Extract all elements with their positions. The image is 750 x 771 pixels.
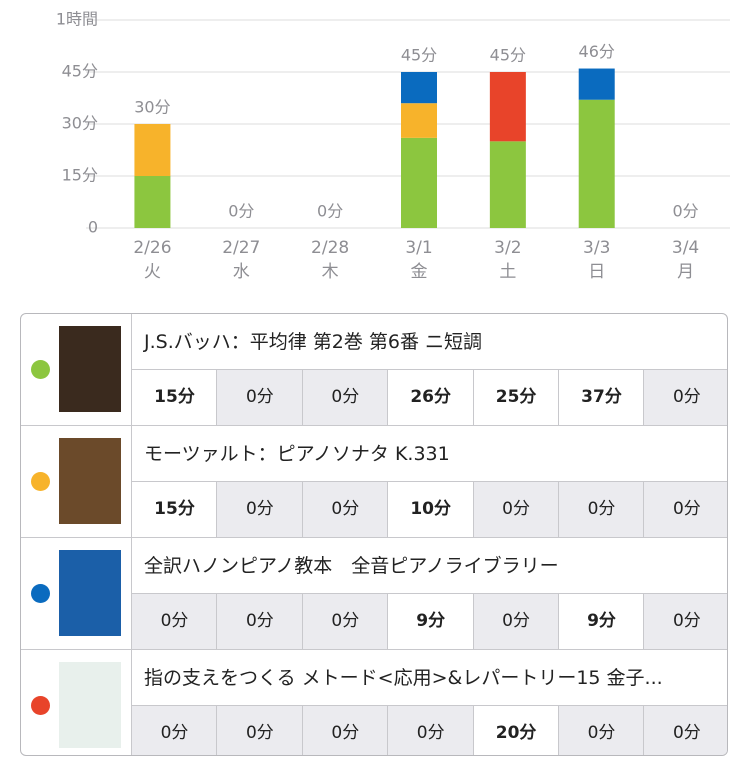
color-dot <box>31 584 50 603</box>
minutes-cell: 0分 <box>216 706 303 755</box>
minutes-cell: 20分 <box>472 706 559 755</box>
minutes-cell: 0分 <box>301 706 388 755</box>
y-tick-label: 1時間 <box>56 10 98 29</box>
thumbnail <box>59 550 121 636</box>
weekday-label: 木 <box>322 262 339 282</box>
minutes-cell: 0分 <box>643 482 727 537</box>
x-tick-label: 2/28 <box>311 238 349 258</box>
minutes-cell: 0分 <box>131 706 217 755</box>
minutes-cell: 0分 <box>216 594 303 649</box>
bar-segment <box>489 141 526 228</box>
x-tick-label: 3/1 <box>405 238 432 258</box>
weekday-label: 土 <box>499 262 516 282</box>
x-tick-label: 2/26 <box>133 238 171 258</box>
minutes-cell: 0分 <box>301 482 388 537</box>
weekday-label: 金 <box>411 262 428 282</box>
minutes-cell: 0分 <box>643 594 727 649</box>
minutes-cell: 0分 <box>301 370 388 425</box>
minutes-cell: 0分 <box>643 706 727 755</box>
color-dot <box>31 472 50 491</box>
minutes-cell: 26分 <box>387 370 474 425</box>
piece-title: 指の支えをつくる メトード<応用>&レパートリー15 金子... <box>131 650 727 706</box>
minutes-cell: 0分 <box>301 594 388 649</box>
practice-table: J.S.バッハ：平均律 第2巻 第6番 ニ短調 15分 0分 0分 26分 25分 37分 0… <box>20 313 728 756</box>
thumbnail <box>59 326 121 412</box>
total-label: 45分 <box>490 46 526 65</box>
x-tick-label: 2/27 <box>222 238 260 258</box>
total-label: 0分 <box>317 202 343 221</box>
minutes-cell: 9分 <box>387 594 474 649</box>
bar-segment <box>401 137 437 228</box>
chart: 0 15分 30分 45分 1時間 30分 2/26 火 0分 2/27 水 0分 2/28 木 45分 3/… <box>56 10 730 282</box>
total-label: 0分 <box>672 202 698 221</box>
minutes-cell: 0分 <box>216 482 303 537</box>
minutes-cell: 0分 <box>131 594 217 649</box>
minutes-cell: 37分 <box>558 370 644 425</box>
minutes-cell: 15分 <box>131 482 217 537</box>
minutes-cell: 0分 <box>558 482 644 537</box>
minutes-cell: 0分 <box>216 370 303 425</box>
minutes-cell: 0分 <box>643 370 727 425</box>
y-tick-label: 15分 <box>62 166 98 185</box>
table-row: 全訳ハノンピアノ教本 全音ピアノライブラリー 0分 0分 0分 9分 0分 9分 0分 <box>21 538 727 650</box>
piece-title: モーツァルト：ピアノソナタ K.331 <box>131 426 727 482</box>
minutes-cell: 9分 <box>558 594 644 649</box>
bar-segment <box>134 124 171 176</box>
minutes-cell: 15分 <box>131 370 217 425</box>
color-dot <box>31 696 50 715</box>
bar-segment <box>401 72 437 104</box>
minutes-cell: 0分 <box>472 594 559 649</box>
x-tick-label: 3/3 <box>583 238 610 258</box>
bar-segment <box>489 72 526 142</box>
table-row: 指の支えをつくる メトード<応用>&レパートリー15 金子... 0分 0分 0分 0分… <box>21 650 727 755</box>
bar-segment <box>134 176 171 228</box>
minutes-cell: 25分 <box>472 370 559 425</box>
thumbnail <box>59 662 121 748</box>
color-dot <box>31 360 50 379</box>
weekday-label: 火 <box>144 262 161 282</box>
piece-title: J.S.バッハ：平均律 第2巻 第6番 ニ短調 <box>131 314 727 370</box>
minutes-cell: 0分 <box>472 482 559 537</box>
table-row: J.S.バッハ：平均律 第2巻 第6番 ニ短調 15分 0分 0分 26分 25分 37分 0… <box>21 314 727 426</box>
x-tick-label: 3/2 <box>494 238 521 258</box>
y-tick-label: 0 <box>88 218 98 237</box>
bar-segment <box>578 68 615 100</box>
x-tick-label: 3/4 <box>672 238 699 258</box>
minutes-cell: 10分 <box>387 482 474 537</box>
total-label: 0分 <box>228 202 254 221</box>
weekday-label: 水 <box>233 262 250 282</box>
weekday-label: 日 <box>588 262 605 282</box>
piece-title: 全訳ハノンピアノ教本 全音ピアノライブラリー <box>131 538 727 594</box>
weekday-label: 月 <box>677 262 694 282</box>
minutes-cell: 0分 <box>387 706 474 755</box>
total-label: 45分 <box>401 46 437 65</box>
bar-segment <box>578 99 615 228</box>
minutes-cell: 0分 <box>558 706 644 755</box>
y-tick-label: 45分 <box>62 62 98 81</box>
bar-segment <box>401 103 437 138</box>
total-label: 46分 <box>579 42 615 61</box>
y-tick-label: 30分 <box>62 114 98 133</box>
total-label: 30分 <box>134 98 170 117</box>
thumbnail <box>59 438 121 524</box>
table-row: モーツァルト：ピアノソナタ K.331 15分 0分 0分 10分 0分 0分 0分 <box>21 426 727 538</box>
